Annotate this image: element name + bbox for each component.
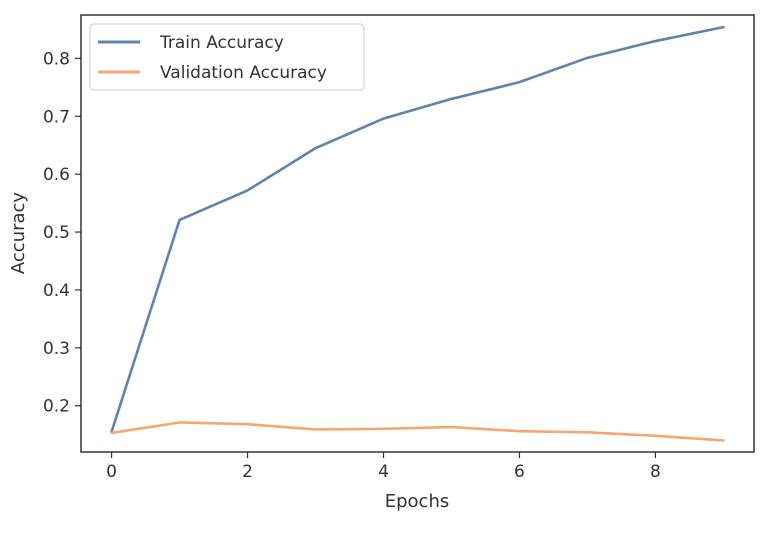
x-axis-label: Epochs xyxy=(385,491,450,512)
y-tick-label: 0.5 xyxy=(43,223,70,243)
y-axis-label: Accuracy xyxy=(8,192,29,275)
y-tick-label: 0.8 xyxy=(43,49,70,69)
y-axis-ticks: 0.2 0.3 0.4 0.5 0.6 0.7 0.8 xyxy=(43,49,81,416)
y-tick-label: 0.4 xyxy=(43,281,70,301)
y-tick-label: 0.7 xyxy=(43,107,70,127)
x-tick-label: 2 xyxy=(242,462,253,482)
legend: Train Accuracy Validation Accuracy xyxy=(90,24,364,90)
x-tick-label: 8 xyxy=(650,462,661,482)
x-tick-label: 6 xyxy=(514,462,525,482)
y-tick-label: 0.3 xyxy=(43,339,70,359)
legend-label-validation-accuracy: Validation Accuracy xyxy=(160,63,327,83)
legend-label-train-accuracy: Train Accuracy xyxy=(159,33,284,53)
x-tick-label: 0 xyxy=(106,462,117,482)
y-tick-label: 0.6 xyxy=(43,165,70,185)
y-tick-label: 0.2 xyxy=(43,397,70,417)
x-axis-ticks: 0 2 4 6 8 xyxy=(106,452,661,482)
x-tick-label: 4 xyxy=(378,462,389,482)
